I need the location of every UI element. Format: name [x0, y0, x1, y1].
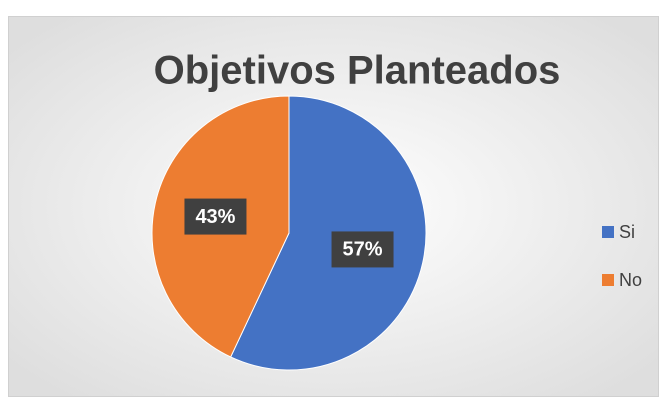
- legend-label: Si: [619, 222, 635, 242]
- legend-swatch: [602, 274, 614, 286]
- data-label: 57%: [343, 239, 383, 261]
- label-box: [331, 231, 394, 268]
- chart-title: Objetivos Planteados: [154, 49, 561, 93]
- pie-slice: [230, 95, 427, 371]
- label-box: [184, 198, 247, 235]
- data-label: 43%: [195, 206, 235, 228]
- legend-label: No: [619, 270, 642, 290]
- legend-swatch: [602, 226, 614, 238]
